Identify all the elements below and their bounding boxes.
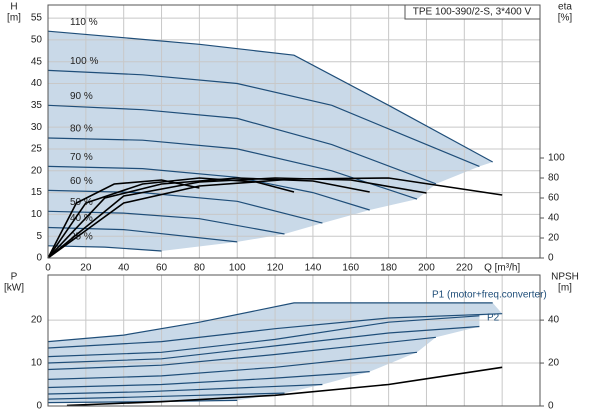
x-tick-label: 20 [80,263,92,274]
series-line [47,371,370,389]
series-line [47,177,370,259]
y2-tick-label: 20 [548,233,560,244]
y-tick-label: 5 [36,231,42,242]
y-tick-label: 30 [31,122,43,133]
y-axis-label: H [10,2,17,13]
x-tick-label: 160 [342,263,359,274]
series-line [47,383,323,395]
y2-tick-label: 0 [548,253,554,264]
x-tick-label: 60 [156,263,168,274]
x-tick-label: 140 [305,263,322,274]
x-tick-label: 80 [194,263,206,274]
series-line [47,177,295,259]
x-tick-label: 180 [380,263,397,274]
series-line [47,325,480,364]
y2-tick-label: 20 [548,358,560,369]
series-label: 50 % [70,197,93,208]
y2-axis-unit: [%] [558,13,573,24]
series-label: 25 % [70,231,93,242]
series-line [47,351,418,380]
series-label: 60 % [70,176,93,187]
series-line [47,336,436,371]
series-line [47,302,493,343]
y-axis-unit: [m] [7,13,21,24]
series-label: 70 % [70,152,93,163]
y-tick-label: 55 [31,13,43,24]
series-line [47,104,437,185]
y-tick-label: 35 [31,100,43,111]
y2-axis-label: NPSH [551,272,579,283]
series-label: 80 % [70,124,93,135]
y2-tick-label: 60 [548,193,560,204]
y-axis-unit: [kW] [4,283,24,294]
envelope-area [48,31,493,259]
y-axis-label: P [11,272,18,283]
y2-tick-label: 0 [548,401,554,412]
x-tick-label: 40 [118,263,130,274]
series-line [66,366,503,407]
y-tick-label: 0 [36,253,42,264]
y-tick-label: 20 [31,165,43,176]
plot-frame [47,4,541,259]
series-line [47,189,323,224]
series-line [47,69,480,167]
annotation: P1 (motor+freq.converter) [432,290,547,301]
series-line [47,313,503,349]
y-tick-label: 25 [31,144,43,155]
y2-axis-unit: [m] [558,283,572,294]
series-line [47,177,503,259]
series-label: 110 % [70,17,98,28]
series-line [47,30,493,163]
y-tick-label: 50 [31,35,43,46]
y2-tick-label: 40 [548,213,560,224]
x-tick-label: 200 [418,263,435,274]
y-tick-label: 15 [31,187,43,198]
series-label: 90 % [70,91,93,102]
series-line [47,137,418,200]
y2-axis-label: eta [558,2,572,13]
y-tick-label: 10 [31,209,43,220]
chart-title: TPE 100-390/2-S, 3*400 V [413,7,532,18]
y2-tick-label: 40 [548,315,560,326]
y-tick-label: 0 [36,401,42,412]
x-tick-label: 100 [229,263,246,274]
series-label: 100 % [70,56,98,67]
plot-frame [47,274,541,407]
title-box [404,4,541,20]
series-line [47,179,200,259]
series-line [47,226,238,243]
series-label: 40 % [70,213,93,224]
y-tick-label: 40 [31,78,43,89]
x-tick-label: 120 [267,263,284,274]
y-tick-label: 10 [31,358,43,369]
y-tick-label: 45 [31,56,43,67]
x-tick-label: 0 [45,263,51,274]
y2-tick-label: 100 [548,153,565,164]
y2-tick-label: 80 [548,173,560,184]
y-tick-label: 20 [31,315,43,326]
series-line [47,392,285,400]
x-tick-label: Q [m³/h] [484,263,520,274]
annotation: P2 [487,313,500,324]
series-line [47,210,285,235]
series-line [47,315,480,358]
series-line [47,245,162,252]
x-tick-label: 220 [456,263,473,274]
